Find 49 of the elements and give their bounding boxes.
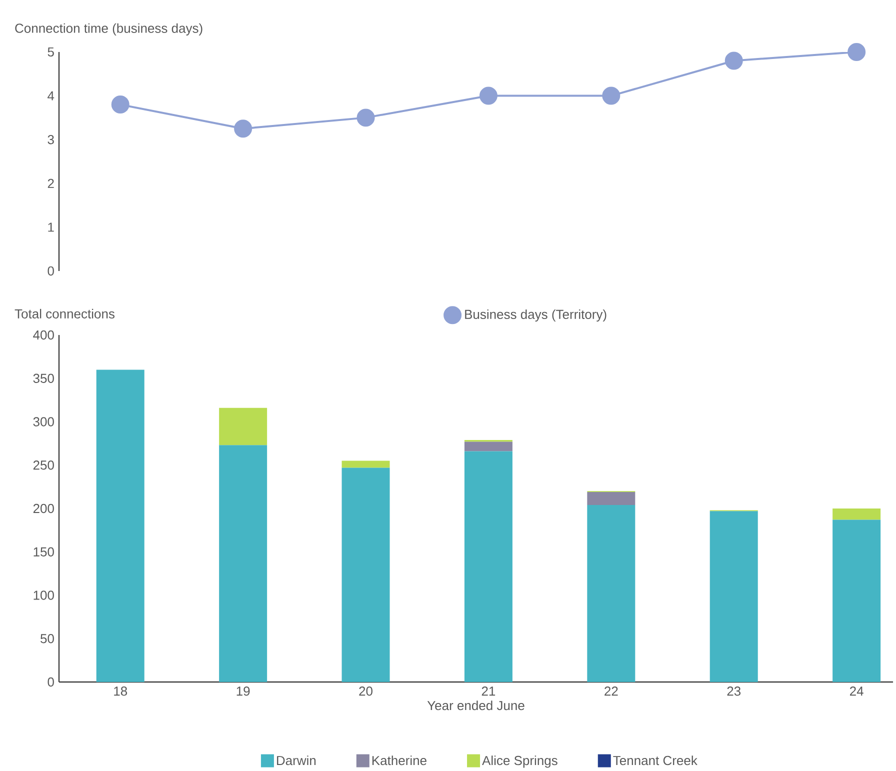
point [234,120,252,138]
point [479,86,498,105]
y-tick-label: 1 [48,222,54,232]
point [111,96,130,114]
point [356,108,375,127]
x-tick-label: 19 [236,686,250,696]
y-tick-label: 150 [34,547,54,557]
y-tick-label: 350 [33,374,54,384]
y-tick-label: 2 [48,178,54,188]
x-tick-label: 18 [114,686,128,696]
y-tick-label: 3 [48,135,54,144]
legend-label: Tennant Creek [613,756,698,766]
y-tick-label: 400 [33,330,54,340]
y-tick-label: 4 [48,91,54,100]
y-tick-label: 100 [34,590,54,600]
legend-label: Katherine [372,756,426,766]
y-tick-label: 5 [48,47,54,57]
x-tick-label: 22 [604,686,618,696]
bar [832,508,881,520]
bar [96,370,144,682]
bar [342,460,390,468]
x-axis-title: Year ended June [427,700,524,710]
bar [219,408,268,446]
legend-label: Darwin [277,756,316,766]
legend-label: Business days (Territory) [465,309,606,322]
bar [832,520,881,682]
x-tick-label: 20 [359,686,372,696]
y-axis-title: Connection time (business days) [15,23,202,36]
x-tick-label: 23 [727,686,741,696]
x-tick-label: 24 [850,686,864,696]
bar [587,492,636,506]
bar [464,442,512,452]
y-tick-label: 0 [48,266,54,276]
y-tick-label: 250 [33,460,54,470]
bar [710,511,758,682]
point [724,52,743,70]
legend-label: Alice Springs [482,756,558,768]
bar [464,451,512,682]
y-tick-label: 50 [40,634,54,644]
y-tick-label: 0 [48,677,54,687]
bar [219,445,268,682]
point [848,43,866,62]
y-axis-title: Total connections [14,308,114,318]
bar [587,505,636,682]
point [602,86,620,105]
y-tick-label: 200 [33,504,54,514]
y-tick-label: 300 [33,417,54,426]
bar [342,468,390,682]
x-tick-label: 21 [482,686,496,696]
